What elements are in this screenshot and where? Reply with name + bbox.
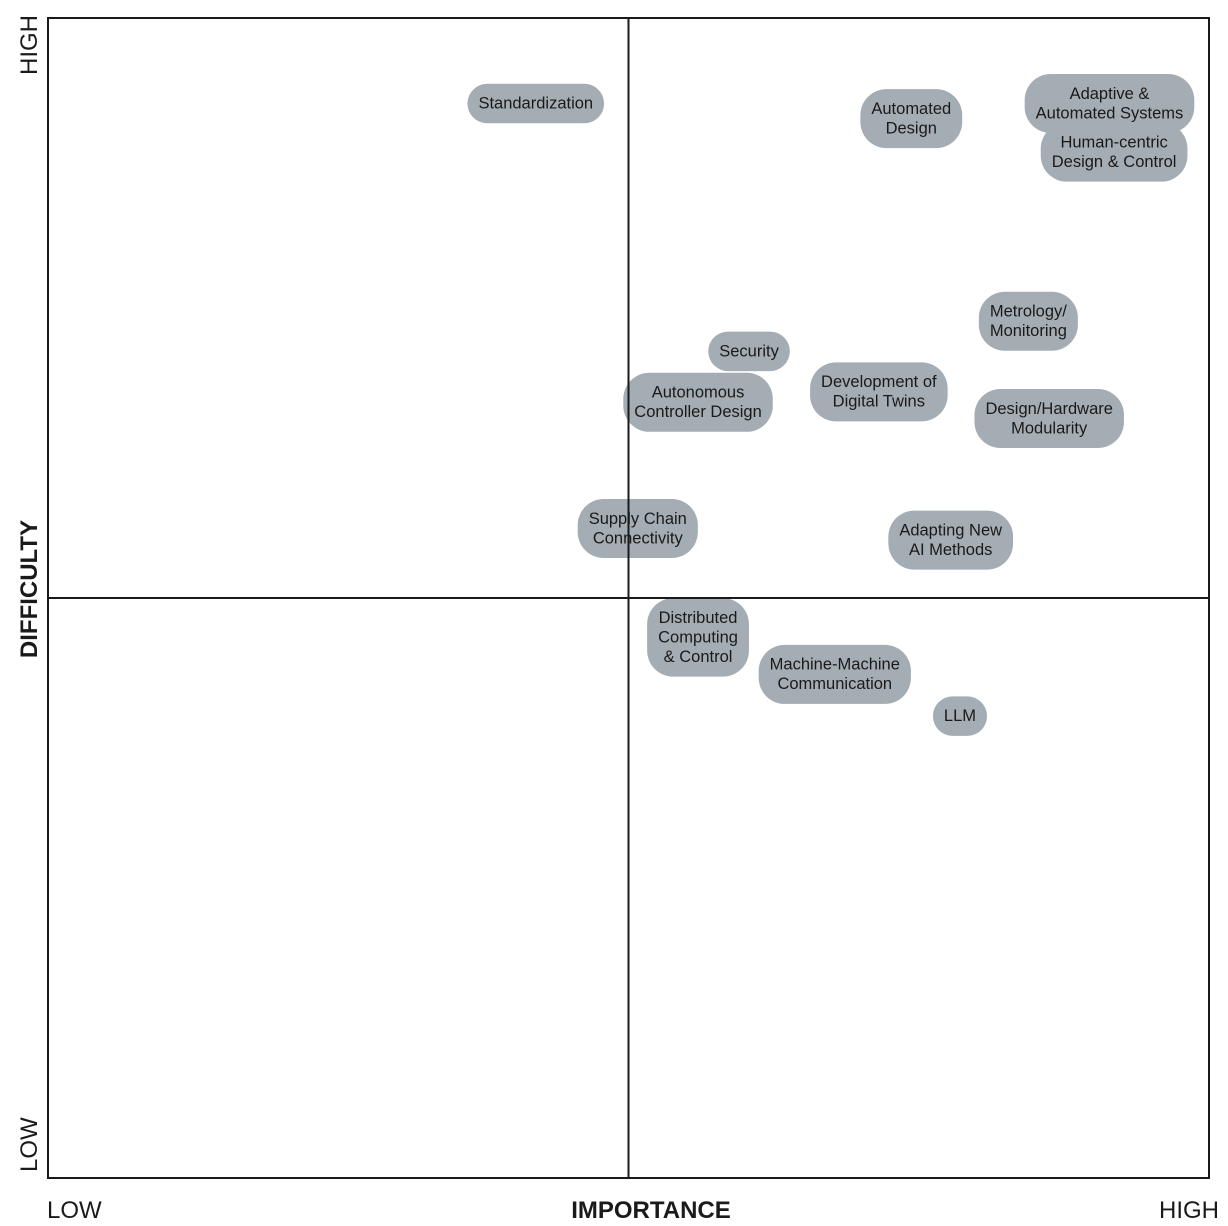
topic-pill: [758, 644, 911, 704]
topic-point: Adapting New AI Methods: [888, 510, 1014, 570]
y-axis-title: DIFFICULTY: [16, 520, 43, 658]
y-axis-low-label: LOW: [16, 1117, 43, 1172]
topic-label: Modularity: [1011, 419, 1088, 437]
topic-pill: [647, 598, 749, 677]
topic-label: Security: [719, 342, 779, 360]
topic-label: AI Methods: [909, 541, 992, 559]
topic-label: Controller Design: [634, 403, 761, 421]
topic-label: Design: [886, 119, 937, 137]
topic-label: LLM: [944, 707, 976, 725]
topic-pill: [623, 372, 773, 432]
topic-point: Development of Digital Twins: [810, 362, 948, 422]
topic-pill: [978, 291, 1078, 351]
topic-label: Computing: [658, 628, 738, 646]
topic-point: Human-centric Design & Control: [1040, 122, 1188, 182]
topic-label: Design & Control: [1052, 153, 1177, 171]
y-axis-high-label: HIGH: [16, 15, 43, 75]
topic-label: Monitoring: [990, 322, 1067, 340]
topic-point: Security: [708, 331, 790, 372]
topic-pill: [860, 89, 963, 149]
topic-label: Development of: [821, 373, 937, 391]
topic-pill: [932, 696, 988, 736]
topic-label: Digital Twins: [833, 393, 925, 411]
topic-label: Automated: [871, 100, 951, 118]
topic-point: Standardization: [467, 83, 605, 124]
topic-label: Adapting New: [899, 521, 1002, 539]
topic-label: Automated Systems: [1036, 104, 1184, 122]
x-axis-high-label: HIGH: [1159, 1197, 1219, 1224]
topic-pill: [1024, 74, 1195, 134]
topic-pill: [888, 510, 1014, 570]
x-axis-low-label: LOW: [47, 1197, 102, 1224]
topic-point: Metrology/Monitoring: [978, 291, 1078, 351]
topic-label: Machine-Machine: [770, 656, 900, 674]
topic-label: & Control: [664, 648, 733, 666]
topic-label: Adaptive &: [1070, 85, 1150, 103]
topic-label: Communication: [777, 675, 892, 693]
topic-label: Standardization: [478, 95, 593, 113]
topic-label: Autonomous: [652, 384, 745, 402]
topic-label: Connectivity: [593, 529, 684, 547]
topic-pill: [810, 362, 948, 422]
topic-pill: [974, 389, 1124, 449]
topic-label: Human-centric: [1060, 133, 1167, 151]
topic-pill: [1040, 122, 1188, 182]
topic-label: Distributed: [659, 609, 738, 627]
topic-label: Design/Hardware: [985, 400, 1112, 418]
topic-pill: [577, 499, 698, 559]
topic-point: LLM: [932, 696, 988, 736]
x-axis-title: IMPORTANCE: [571, 1197, 731, 1224]
topic-label: Metrology/: [990, 302, 1067, 320]
topic-pill: [467, 83, 605, 124]
topic-label: Supply Chain: [589, 510, 687, 528]
topic-pill: [708, 331, 790, 372]
topic-point: Adaptive &Automated Systems: [1024, 74, 1195, 134]
